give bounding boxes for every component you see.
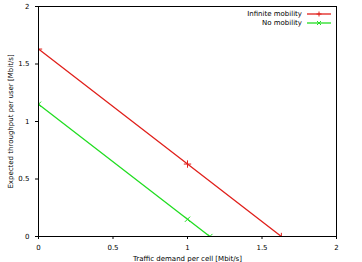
html-text:Infinite mobility: Infinite mobility	[247, 9, 302, 18]
svg-text:1: 1	[185, 244, 189, 252]
svg-text:0.5: 0.5	[18, 175, 29, 183]
svg-text:0: 0	[25, 233, 29, 241]
svg-text:Expected throughput per user [: Expected throughput per user [Mbit/s]	[7, 54, 15, 188]
svg-text:2: 2	[334, 244, 338, 252]
svg-text:1: 1	[25, 118, 29, 126]
svg-text:1.5: 1.5	[18, 60, 29, 68]
html-text:No mobility: No mobility	[262, 18, 302, 27]
svg-text:1.5: 1.5	[256, 244, 267, 252]
svg-text:2: 2	[25, 3, 29, 11]
svg-text:Traffic demand per cell [Mbit/: Traffic demand per cell [Mbit/s]	[132, 255, 242, 262]
svg-text:0.5: 0.5	[107, 244, 118, 252]
svg-text:0: 0	[36, 244, 40, 252]
